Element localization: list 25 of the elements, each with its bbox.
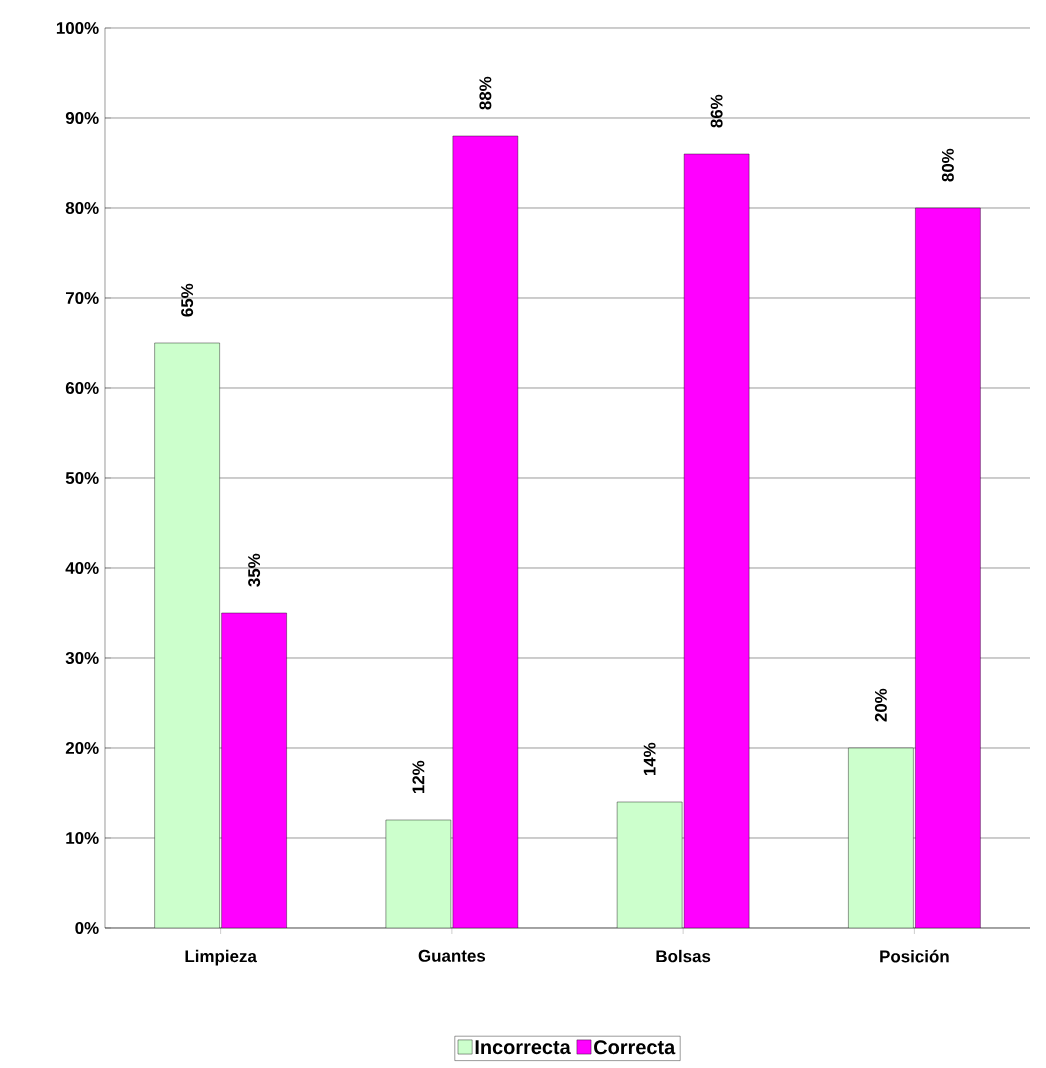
x-tick-label: Bolsas (656, 949, 711, 963)
data-label: 86% (710, 94, 723, 128)
x-tick-label: Limpieza (185, 949, 257, 966)
data-label: 12% (412, 760, 425, 794)
y-tick-label: 90% (65, 111, 99, 124)
data-label: 88% (479, 76, 492, 110)
y-tick-label: 20% (65, 741, 99, 754)
x-tick-label: Posición (880, 949, 949, 963)
y-tick-label: 100% (56, 21, 99, 34)
y-tick-label: 60% (65, 381, 99, 394)
y-tick-label: 30% (65, 651, 99, 664)
y-tick-label: 40% (65, 561, 99, 574)
legend-label: Incorrecta (475, 1040, 571, 1055)
x-tick-label: Guantes (418, 949, 486, 962)
y-tick-label: 10% (66, 831, 99, 844)
data-label: 80% (941, 148, 954, 182)
data-label: 65% (181, 283, 194, 317)
y-tick-label: 70% (65, 291, 99, 304)
data-label: 20% (874, 688, 887, 722)
data-label: 14% (643, 742, 656, 776)
y-tick-label: 0% (75, 921, 99, 934)
y-tick-label: 80% (65, 201, 99, 214)
y-tick-label: 50% (65, 471, 99, 484)
legend-label: Correcta (594, 1040, 676, 1055)
data-label: 35% (248, 553, 261, 587)
